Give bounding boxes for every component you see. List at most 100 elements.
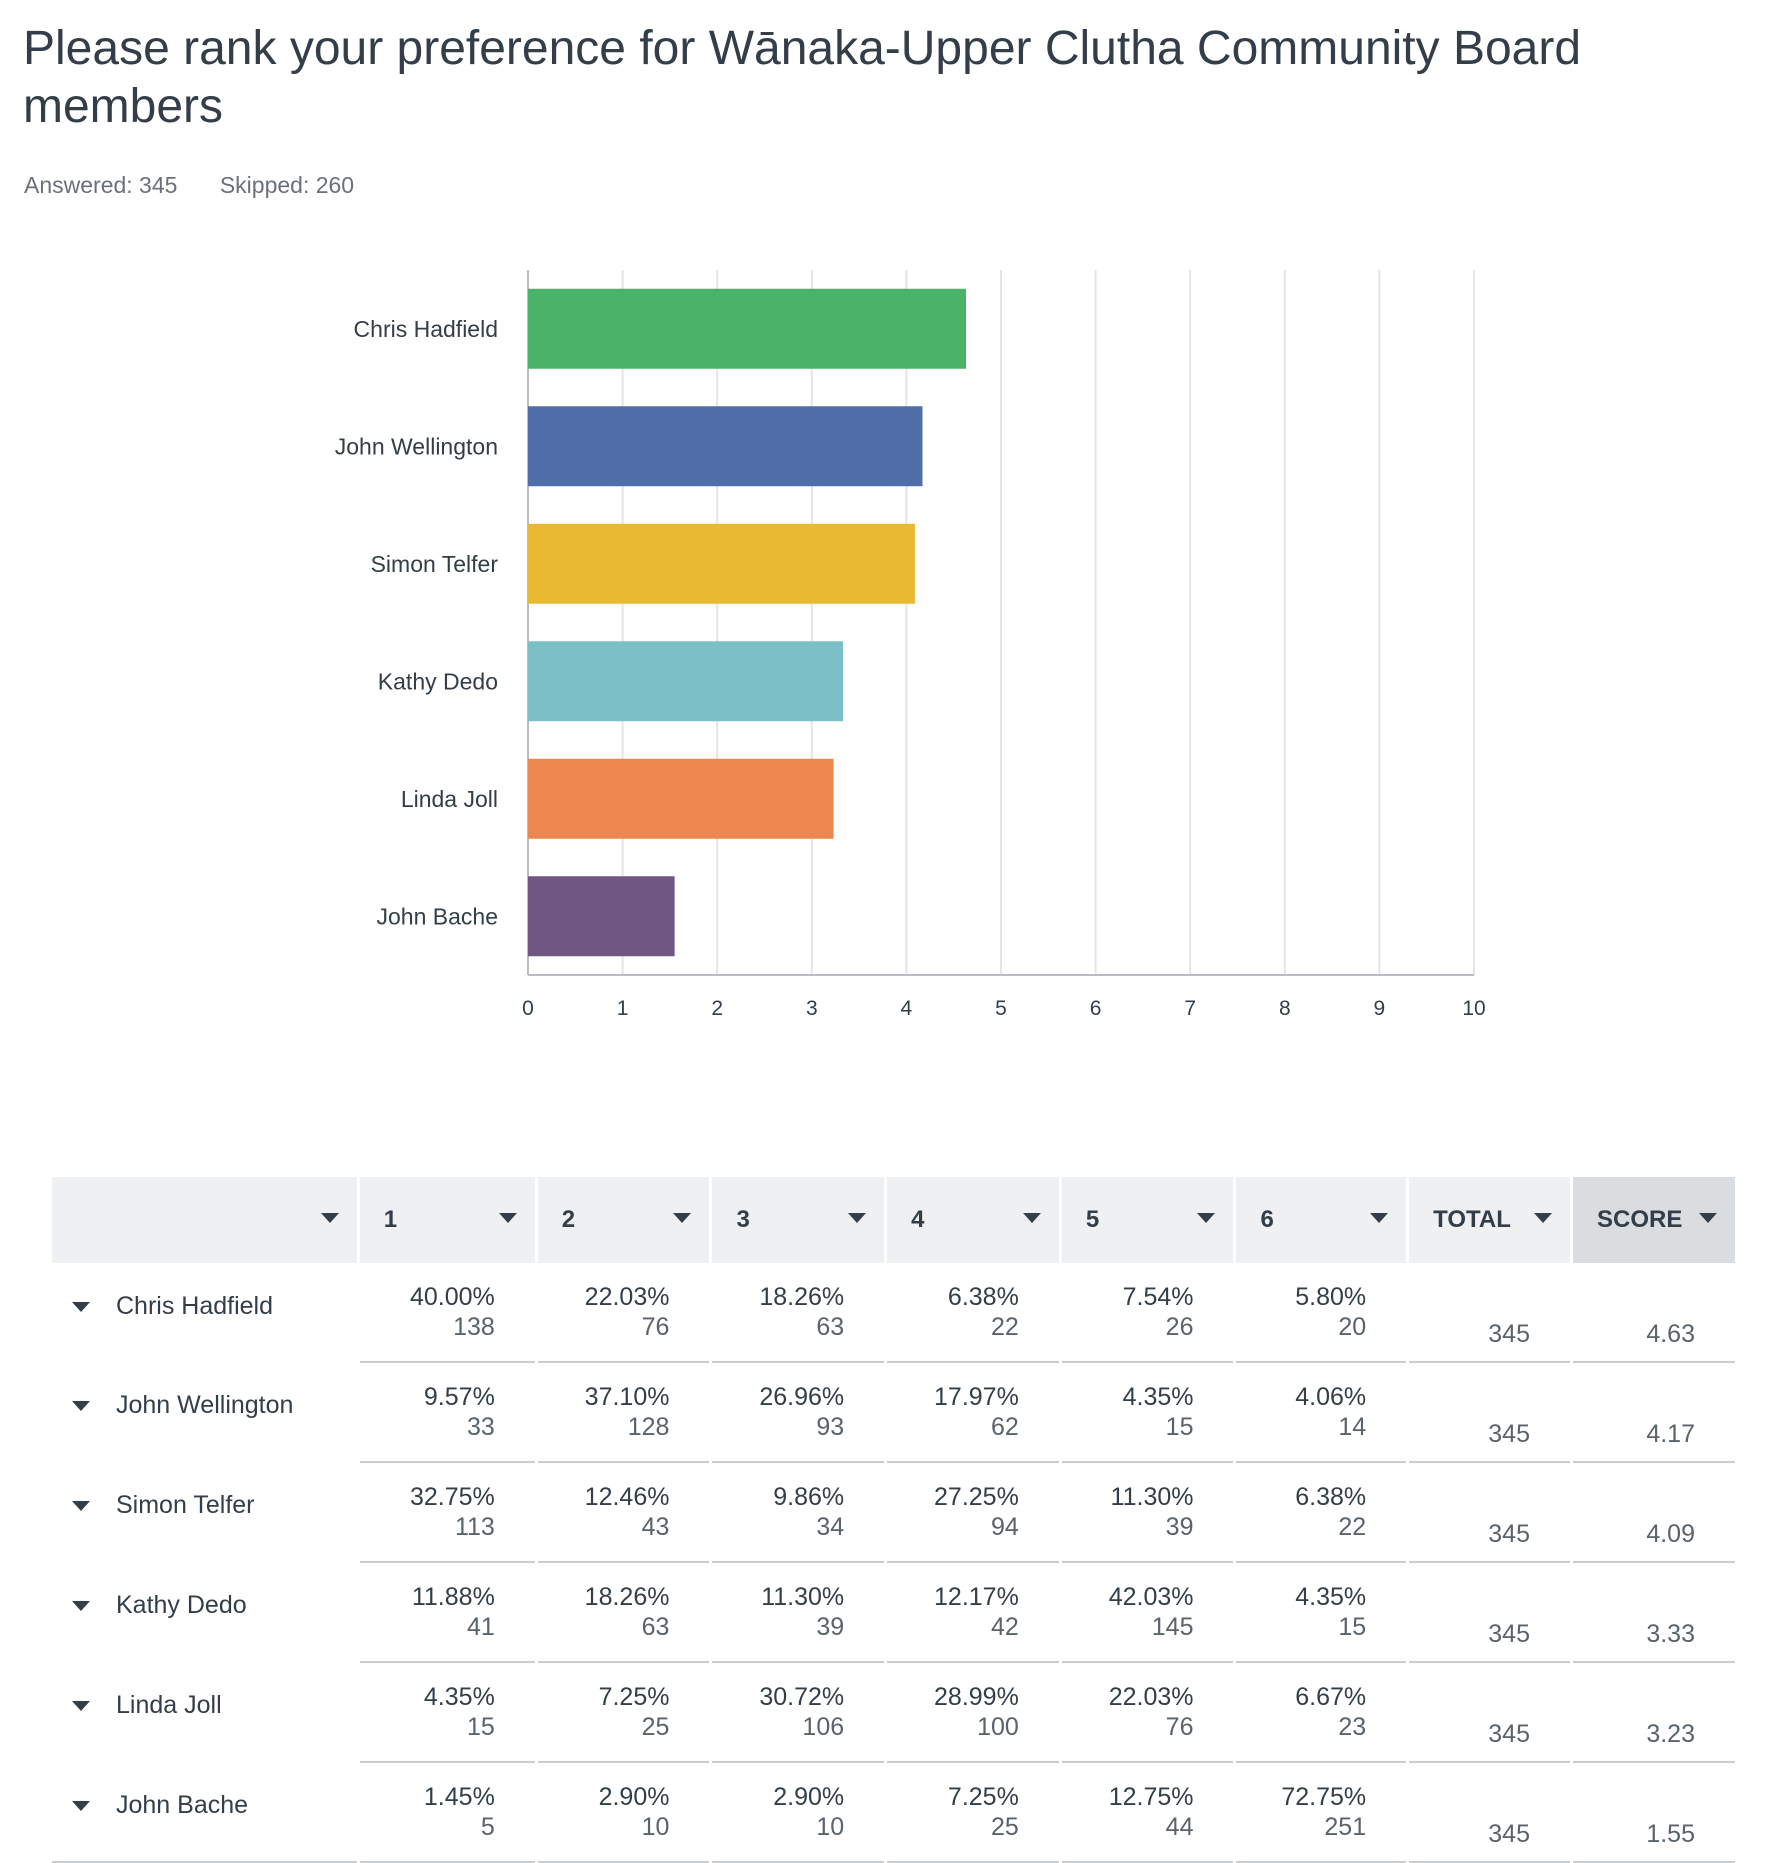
percent-value: 6.38%	[947, 1283, 1019, 1311]
expand-caret-icon[interactable]	[72, 1601, 90, 1611]
percent-value: 12.46%	[584, 1483, 670, 1511]
x-tick-label-3: 3	[806, 997, 818, 1020]
x-tick-label-7: 7	[1184, 997, 1196, 1020]
row-label: Chris Hadfield	[116, 1291, 274, 1320]
column-header-text: SCORE	[1596, 1206, 1683, 1233]
row-label-cell: John Bache	[52, 1762, 359, 1863]
count-value: 145	[1151, 1613, 1194, 1641]
bar-5[interactable]	[528, 876, 675, 957]
column-header-total[interactable]: TOTAL	[1407, 1177, 1573, 1263]
percent-value: 9.57%	[423, 1383, 495, 1411]
count-value: 62	[991, 1413, 1019, 1441]
bar-4[interactable]	[528, 758, 834, 839]
sort-caret-icon[interactable]	[673, 1213, 692, 1223]
count-value: 42	[991, 1613, 1019, 1641]
sort-caret-icon[interactable]	[1197, 1213, 1216, 1223]
column-header-4[interactable]: 4	[885, 1177, 1062, 1263]
count-value: 93	[816, 1413, 845, 1441]
bar-2[interactable]	[528, 523, 915, 604]
category-label-2: Simon Telfer	[371, 551, 499, 577]
percent-value: 30.72%	[759, 1683, 845, 1711]
count-value: 251	[1324, 1813, 1367, 1841]
row-label-cell: Kathy Dedo	[52, 1562, 358, 1662]
rank-5-cell: 12.75% 44	[1060, 1762, 1235, 1863]
category-label-1: John Wellington	[335, 433, 498, 459]
column-header-2[interactable]: 2	[536, 1177, 713, 1263]
sort-caret-icon[interactable]	[1533, 1213, 1552, 1223]
count-value: 22	[991, 1313, 1019, 1341]
sort-caret-icon[interactable]	[1022, 1213, 1041, 1223]
bar-0[interactable]	[528, 288, 966, 369]
x-tick-label-0: 0	[522, 997, 534, 1020]
percent-value: 18.26%	[584, 1583, 670, 1611]
bar-1[interactable]	[528, 406, 923, 487]
count-value: 34	[816, 1513, 845, 1541]
rank-6-cell: 4.06% 14	[1234, 1362, 1408, 1463]
column-header-1[interactable]: 1	[358, 1177, 538, 1263]
count-value: 94	[991, 1513, 1019, 1541]
percent-value: 2.90%	[598, 1783, 670, 1811]
table-row: Simon Telfer 32.75% 113 12.46% 43 9.86% 34 27.2…	[52, 1462, 1737, 1563]
bar-3[interactable]	[528, 641, 844, 722]
ranking-table: 1 2 3 4 5 6 TOTAL SCORE Chris Hadfield 40.00% 138…	[52, 1177, 1739, 1863]
rank-1-cell: 11.88% 41	[358, 1562, 537, 1663]
percent-value: 42.03%	[1108, 1583, 1194, 1611]
rank-5-cell: 7.54% 26	[1060, 1263, 1235, 1363]
sort-caret-icon[interactable]	[848, 1213, 867, 1223]
rank-1-cell: 4.35% 15	[358, 1662, 537, 1763]
percent-value: 11.30%	[761, 1583, 845, 1611]
percent-value: 4.35%	[1122, 1383, 1194, 1411]
expand-caret-icon[interactable]	[72, 1301, 90, 1312]
sort-caret-icon[interactable]	[498, 1213, 517, 1223]
rank-4-cell: 28.99% 100	[885, 1662, 1061, 1763]
column-header-text: TOTAL	[1433, 1206, 1511, 1233]
count-value: 15	[466, 1713, 495, 1741]
column-header-text: 4	[911, 1206, 925, 1233]
percent-value: 18.26%	[759, 1283, 845, 1311]
rank-4-cell: 12.17% 42	[885, 1562, 1061, 1663]
percent-value: 40.00%	[410, 1283, 495, 1311]
expand-caret-icon[interactable]	[72, 1501, 90, 1511]
rank-5-cell: 4.35% 15	[1060, 1362, 1235, 1463]
category-label-3: Kathy Dedo	[378, 668, 498, 694]
table-row: John Bache 1.45% 5 2.90% 10 2.90% 10 7.25% 25 12.…	[52, 1762, 1737, 1863]
sort-caret-icon[interactable]	[1370, 1213, 1389, 1223]
count-value: 41	[466, 1613, 495, 1641]
rank-3-cell: 2.90% 10	[710, 1762, 886, 1863]
count-value: 44	[1165, 1813, 1194, 1841]
column-header-score[interactable]: SCORE	[1571, 1177, 1739, 1263]
expand-caret-icon[interactable]	[72, 1800, 90, 1811]
column-header-text: 2	[561, 1206, 576, 1233]
column-header-5[interactable]: 5	[1060, 1177, 1237, 1263]
count-value: 43	[641, 1513, 670, 1541]
page-title: Please rank your preference for Wānaka-U…	[23, 22, 1582, 133]
rank-2-cell: 22.03% 76	[536, 1263, 711, 1363]
column-header-6[interactable]: 6	[1234, 1177, 1410, 1263]
count-value: 39	[816, 1613, 845, 1641]
rank-4-cell: 17.97% 62	[885, 1362, 1061, 1463]
count-value: 39	[1165, 1513, 1194, 1541]
column-header-label[interactable]	[52, 1177, 360, 1263]
x-tick-label-6: 6	[1090, 997, 1102, 1020]
percent-value: 6.38%	[1295, 1483, 1367, 1511]
rank-6-cell: 6.67% 23	[1234, 1662, 1408, 1763]
sort-caret-icon[interactable]	[320, 1213, 339, 1223]
score-cell: 4.17	[1571, 1362, 1737, 1463]
count-value: 5	[480, 1813, 495, 1841]
table-row: Kathy Dedo 11.88% 41 18.26% 63 11.30% 39 12.17%…	[52, 1562, 1737, 1663]
count-value: 76	[641, 1313, 670, 1341]
percent-value: 12.75%	[1108, 1783, 1194, 1811]
table-row: Chris Hadfield 40.00% 138 22.03% 76 18.26% 63 6…	[52, 1263, 1737, 1363]
total-cell: 345	[1407, 1562, 1572, 1663]
count-value: 22	[1338, 1513, 1367, 1541]
column-header-text: 3	[736, 1206, 750, 1233]
expand-caret-icon[interactable]	[72, 1701, 90, 1711]
rank-1-cell: 1.45% 5	[358, 1762, 537, 1863]
x-tick-label-4: 4	[901, 997, 913, 1020]
rank-5-cell: 11.30% 39	[1060, 1462, 1235, 1563]
expand-caret-icon[interactable]	[72, 1401, 90, 1411]
sort-caret-icon[interactable]	[1699, 1213, 1717, 1223]
column-header-3[interactable]: 3	[710, 1177, 888, 1263]
rank-2-cell: 37.10% 128	[536, 1362, 711, 1463]
response-summary: Answered: 345 Skipped: 260	[24, 172, 390, 199]
